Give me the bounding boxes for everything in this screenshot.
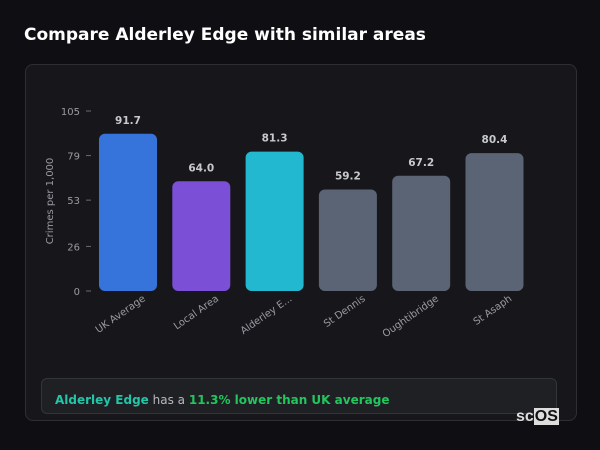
bar-value-label: 80.4	[482, 134, 508, 146]
summary-box: Alderley Edge has a 11.3% lower than UK …	[41, 378, 557, 414]
y-tick-label: 79	[67, 152, 80, 163]
x-tick-label: UK Average	[94, 293, 148, 335]
y-tick-label: 26	[67, 242, 80, 253]
x-tick-label: Oughtibridge	[381, 293, 441, 340]
x-tick-label: St Dennis	[322, 293, 368, 330]
bar[interactable]	[392, 175, 451, 291]
y-tick-label: 0	[74, 287, 80, 298]
bar[interactable]	[99, 133, 157, 291]
bar-value-label: 67.2	[408, 157, 434, 169]
y-tick-label: 105	[61, 107, 80, 118]
area-name: Alderley Edge	[55, 393, 149, 407]
bar[interactable]	[465, 153, 524, 291]
x-tick-label: Alderley E...	[239, 293, 295, 336]
bar[interactable]	[318, 189, 377, 291]
bar[interactable]	[172, 181, 231, 291]
x-tick-label: St Asaph	[472, 293, 515, 327]
bar-value-label: 59.2	[335, 171, 361, 183]
page-title: Compare Alderley Edge with similar areas	[24, 25, 426, 45]
bar-value-label: 81.3	[262, 133, 288, 145]
x-tick-label: Local Area	[172, 293, 221, 332]
comparison-text: 11.3% lower than UK average	[188, 393, 390, 407]
summary-text: has a	[148, 393, 189, 407]
scos-logo: scOS	[516, 408, 559, 425]
y-axis-label: Crimes per 1,000	[45, 158, 56, 245]
bar[interactable]	[245, 151, 304, 291]
bar-value-label: 64.0	[188, 162, 214, 174]
bar-value-label: 91.7	[115, 115, 141, 127]
y-tick-label: 53	[67, 196, 80, 207]
